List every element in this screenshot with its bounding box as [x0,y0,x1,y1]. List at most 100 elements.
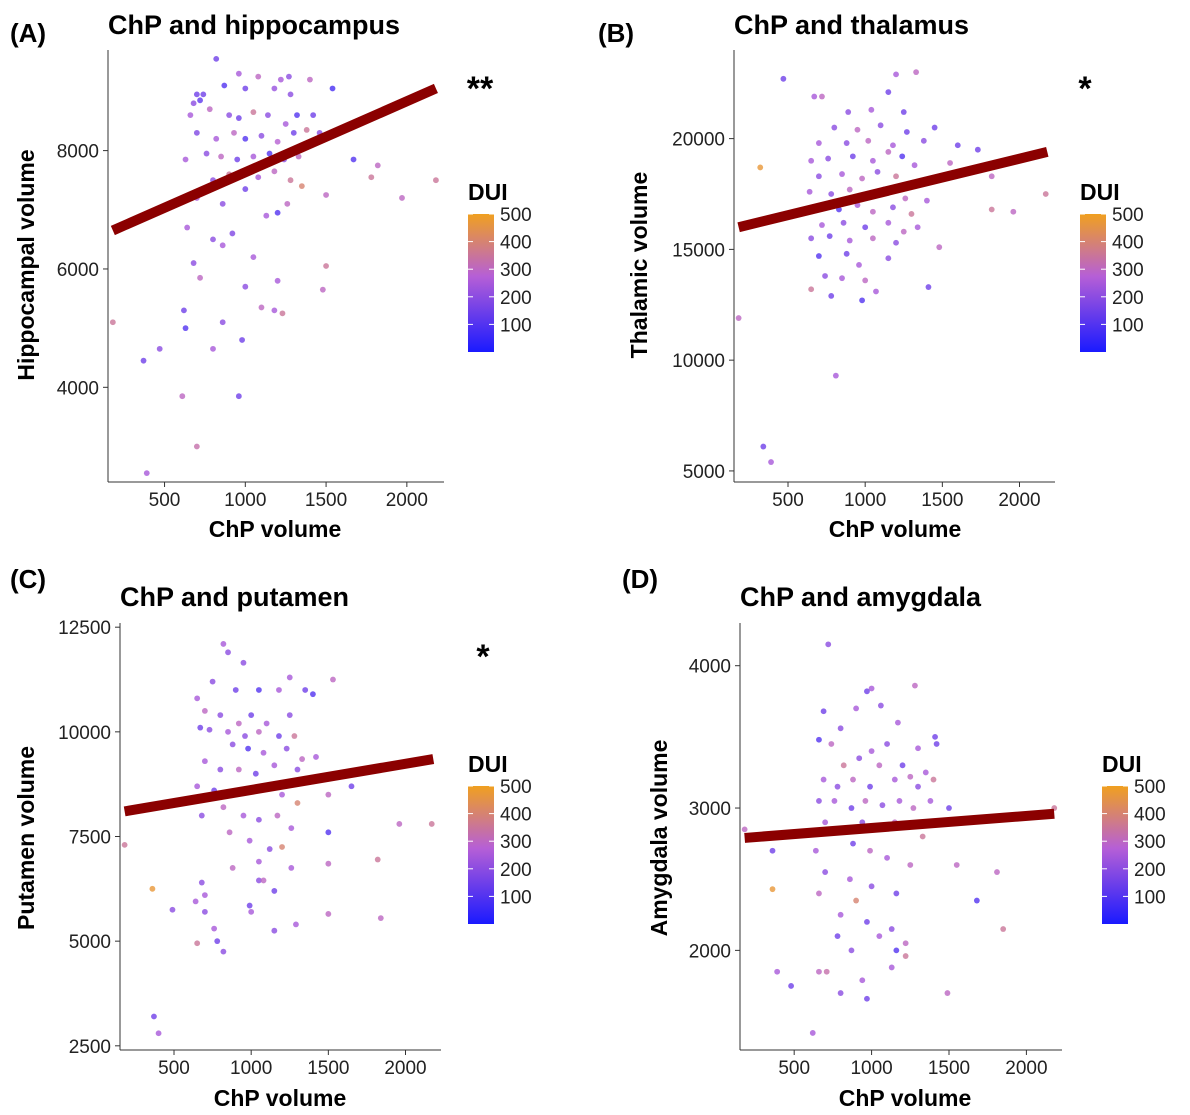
panel-d-point [891,776,898,783]
panel-c-point [260,877,267,884]
panel-b-legend-tick-label: 400 [1112,233,1144,254]
panel-b-point [869,208,876,215]
panel-b-point [815,140,822,146]
panel-a-point [206,106,213,113]
panel-d-point [822,819,829,826]
panel-b-point [913,69,920,76]
panel-c-point [226,829,233,836]
panel-a-point [221,82,228,89]
panel-c-point [220,641,227,647]
panel-d-y-tick-label: 2000 [689,941,731,962]
panel-a-legend-tick-label: 400 [500,233,532,254]
panel-c-point [348,783,355,790]
panel-a-point [255,73,262,80]
panel-a-y-tick-label: 6000 [57,260,99,281]
panel-a-point [197,97,203,104]
panel-b-point [988,173,995,180]
panel-a-point [265,112,271,118]
panel-a-point [210,236,216,243]
panel-a-point [258,304,265,311]
panel-b-significance: * [1078,70,1092,108]
panel-b-point [839,171,845,177]
panel-b-point [828,293,835,299]
panel-d-point [862,798,869,804]
panel-c-point [248,908,255,915]
panel-a-point [242,186,249,192]
panel-b-legend-tick-label: 100 [1112,315,1144,336]
panel-c-significance: * [476,638,490,676]
panel-d-y-tick-label: 4000 [689,657,731,678]
panel-a-point [307,76,313,83]
panel-a-point [271,168,278,175]
panel-c-point [274,812,281,819]
panel-c-point [279,791,285,798]
panel-b-x-tick-label: 1500 [921,490,963,511]
panel-c-point [217,712,224,718]
panel-b-point [869,235,876,242]
panel-a-xlabel: ChP volume [209,516,342,542]
panel-d-point [902,940,909,947]
panel-d-point [816,798,822,804]
panel-d-point [867,847,873,854]
panel-b-point [947,160,953,166]
panel-c-point [293,921,299,928]
panel-c-point [263,720,270,727]
panel-b-point [920,137,927,144]
panel-c-point [225,649,231,656]
panel-d-xlabel: ChP volume [839,1085,972,1111]
panel-b-point [931,124,938,131]
panel-c-point [192,898,199,905]
panel-b-point [859,297,865,304]
panel-d-point [867,783,873,790]
panel-b-point [924,197,930,204]
panel-c-xlabel: ChP volume [214,1085,347,1111]
panel-a-point [239,337,245,343]
panel-b-point [862,277,869,284]
panel-c-point [194,940,201,947]
panel-c-point [155,1030,162,1037]
panel-c-point [325,829,332,836]
panel-d-point [840,762,847,769]
panel-b-point [757,164,764,171]
panel-a-point [213,135,220,142]
panel-d-legend-tick-label: 100 [1134,887,1166,908]
panel-c-point [260,749,267,756]
panel-c-point [255,877,262,884]
panel-c-point [201,892,208,899]
panel-b-point [862,224,869,231]
panel-d-point [876,762,883,769]
panel-c-point [242,733,248,739]
panel-d-point [884,741,890,747]
panel-b-point [877,122,884,129]
panel-b-title: ChP and thalamus [734,10,969,40]
panel-a-point [399,195,405,201]
panel-a-plot: 500 1000 1500 2000 4000 6000 8000 100 200 300 400 5… [57,50,532,511]
panel-b-point [768,459,774,465]
panel-d-point [825,641,832,648]
panel-d-point [907,773,914,780]
panel-a-point [350,156,357,163]
panel-c-point [299,756,306,762]
panel-a-point [274,138,281,145]
panel-b-point [825,155,832,162]
panel-c-y-tick-label: 10000 [58,723,111,744]
panel-b-point [808,157,815,164]
panel-d-letter: (D) [622,564,658,594]
panel-b-point [808,286,815,293]
panel-c-legend-title: DUI [468,751,508,777]
panel-c-point [302,687,309,693]
panel-b-point [826,233,833,239]
panel-d-point [823,968,830,975]
panel-a-point [250,254,257,261]
panel-a-point [277,76,284,83]
panel-d-point [809,1030,816,1036]
panel-b-legend-tick-label: 300 [1112,260,1144,281]
panel-b-y-tick-label: 5000 [683,462,725,483]
panel-c-point [294,800,301,806]
panel-d-point [820,776,827,783]
panel-a-point [190,100,197,107]
panel-d-point [888,964,895,971]
panel-c-legend-tick-label: 100 [500,887,532,908]
panel-a-title: ChP and hippocampus [108,10,400,40]
